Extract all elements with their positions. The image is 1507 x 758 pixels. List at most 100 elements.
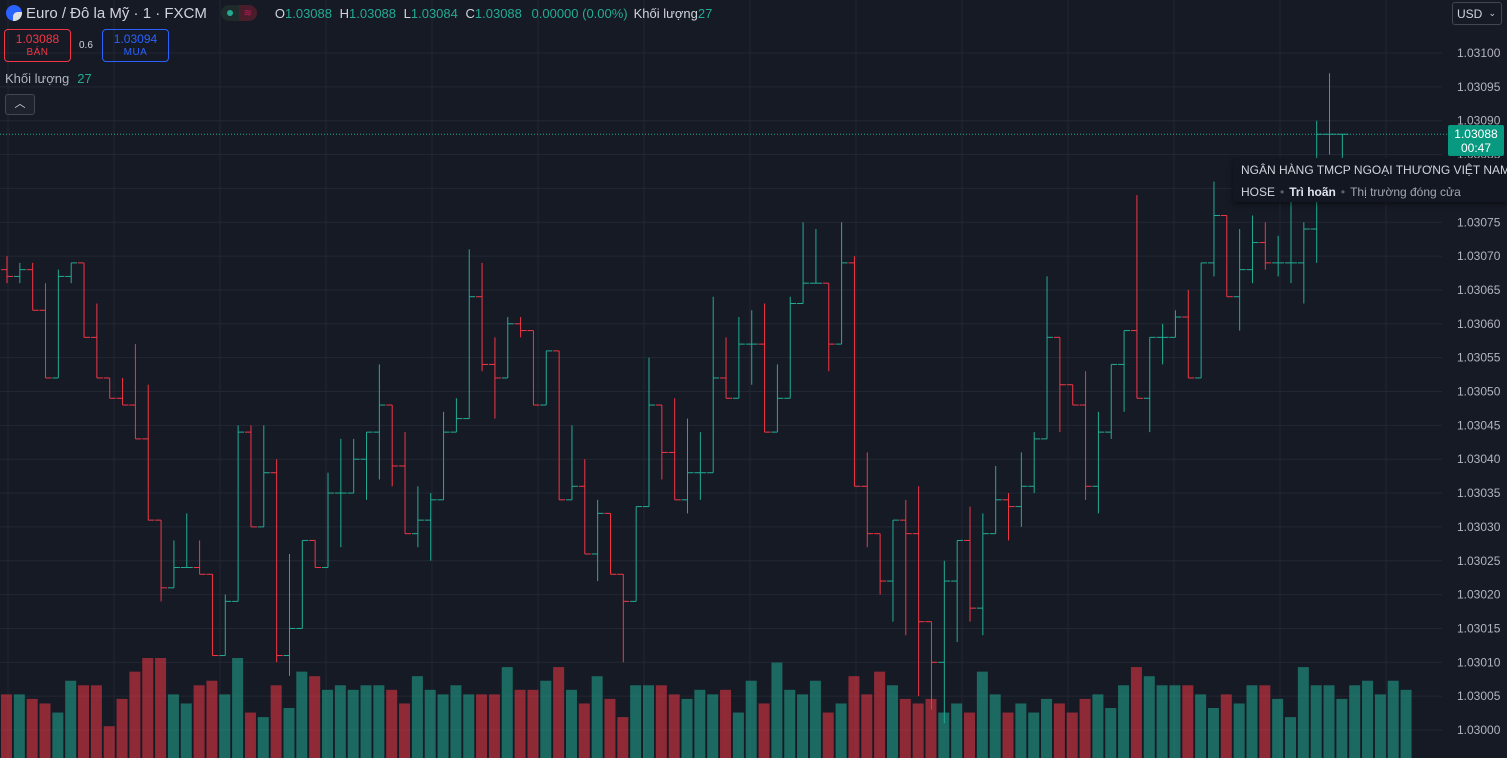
ohlc-bar: [732, 317, 745, 399]
ohlc-bar: [578, 459, 591, 555]
ohlc-bar: [604, 512, 617, 575]
volume-bar: [437, 694, 449, 758]
ohlc-bar: [476, 262, 489, 372]
volume-bar: [1310, 685, 1322, 758]
volume-bar: [745, 680, 757, 758]
symbol-tooltip: NGÂN HÀNG TMCP NGOẠI THƯƠNG VIỆT NAM HOS…: [1233, 158, 1507, 202]
y-tick-label: 1.03000: [1457, 723, 1501, 737]
ohlc-bar: [989, 465, 1002, 535]
volume-bar: [501, 667, 513, 758]
y-tick-label: 1.03010: [1457, 655, 1501, 669]
volume-bar: [643, 685, 654, 758]
ohlc-bar: [835, 222, 848, 345]
volume-bar: [630, 685, 642, 758]
volume-bar: [951, 703, 963, 758]
ohlc-bar: [13, 262, 26, 284]
volume-bar: [257, 717, 269, 758]
ohlc-bar: [681, 418, 694, 514]
ohlc-values: O1.03088 H1.03088 L1.03084 C1.03088 0.00…: [271, 6, 628, 21]
ohlc-bar: [951, 539, 964, 642]
volume-bar: [1387, 680, 1399, 758]
ohlc-bar: [103, 377, 116, 399]
ohlc-bar: [219, 594, 232, 657]
ohlc-bar: [630, 506, 643, 602]
ohlc-bar: [809, 229, 822, 284]
volume-bar: [411, 676, 423, 758]
volume-bar: [296, 671, 308, 758]
ohlc-bar: [797, 222, 810, 304]
volume-bar: [309, 676, 321, 758]
volume-bar: [52, 712, 64, 758]
tooltip-status-row: HOSE • Trì hoãn • Thị trường đóng cửa: [1241, 185, 1461, 199]
ohlc-bar: [822, 282, 835, 372]
ohlc-bar: [1182, 289, 1195, 379]
sell-label: BÁN: [26, 46, 49, 58]
ohlc-bar: [1143, 336, 1156, 433]
market-status[interactable]: ≋: [220, 5, 257, 21]
volume-bar: [39, 703, 51, 758]
volume-bar: [848, 676, 860, 758]
volume-bar: [758, 703, 770, 758]
ohlc-bar: [1053, 336, 1066, 433]
volume-legend-value: 27: [77, 71, 92, 86]
ohlc-bar: [386, 404, 399, 487]
volume-bar: [668, 694, 680, 758]
volume-bar: [771, 662, 783, 758]
volume-bar: [514, 689, 526, 758]
volume-bar: [1349, 685, 1361, 758]
volume-legend[interactable]: Khối lượng 27: [5, 71, 92, 86]
volume-legend-label: Khối lượng: [5, 71, 70, 86]
ohlc-bar: [1, 256, 13, 284]
y-tick-label: 1.03075: [1457, 215, 1501, 229]
ohlc-bar: [501, 317, 514, 379]
ohlc-bar: [373, 364, 386, 480]
volume-bar: [129, 671, 141, 758]
symbol-header: Euro / Đô la Mỹ · 1 · FXCM ≋ O1.03088 H1…: [0, 0, 1440, 26]
symbol-title[interactable]: Euro / Đô la Mỹ · 1 · FXCM: [26, 4, 207, 22]
volume-bar: [270, 685, 282, 758]
ohlc-bar: [1195, 262, 1208, 379]
ohlc-bar: [26, 262, 39, 311]
volume-bar: [1374, 694, 1386, 758]
ohlc-bar: [399, 432, 412, 535]
volume-bar: [463, 694, 475, 758]
ohlc-bar: [244, 425, 257, 528]
ohlc-bar: [463, 249, 476, 420]
volume-bar: [1143, 676, 1155, 758]
ohlc-bar: [116, 377, 129, 406]
volume-bar: [373, 685, 385, 758]
ohlc-bar: [309, 539, 322, 569]
volume-bar: [360, 685, 372, 758]
volume-bar: [1195, 694, 1207, 758]
volume-bar: [874, 671, 886, 758]
open-key: O: [274, 5, 285, 21]
ohlc-bar: [643, 357, 655, 508]
volume-bar: [26, 698, 38, 758]
volume-bar: [1079, 698, 1091, 758]
volume-bar: [334, 685, 346, 758]
volume-bar: [232, 658, 244, 758]
volume-bar: [193, 685, 205, 758]
y-tick-label: 1.03095: [1457, 80, 1501, 94]
volume-bar: [65, 680, 77, 758]
low-value: 1.03084: [410, 5, 458, 21]
ohlc-bar: [488, 337, 501, 419]
ohlc-bar: [52, 269, 65, 379]
ohlc-bar: [1079, 371, 1092, 500]
volume-bar: [1362, 680, 1374, 758]
volume-bar: [219, 694, 231, 758]
tooltip-delay: Trì hoãn: [1289, 185, 1336, 199]
currency-label: USD: [1457, 6, 1483, 21]
currency-button[interactable]: USD ⌄: [1452, 2, 1502, 25]
buy-button[interactable]: 1.03094 MUA: [102, 29, 169, 62]
sell-button[interactable]: 1.03088 BÁN: [4, 29, 71, 62]
collapse-button[interactable]: ︿: [5, 94, 35, 115]
ohlc-bar: [1092, 411, 1105, 514]
y-tick-label: 1.03070: [1457, 249, 1501, 263]
ohlc-bar: [65, 262, 78, 284]
ohlc-bar: [527, 330, 540, 406]
eur-usd-flag-icon[interactable]: [6, 5, 22, 21]
y-tick-label: 1.03055: [1457, 351, 1501, 365]
volume-bar: [809, 680, 821, 758]
